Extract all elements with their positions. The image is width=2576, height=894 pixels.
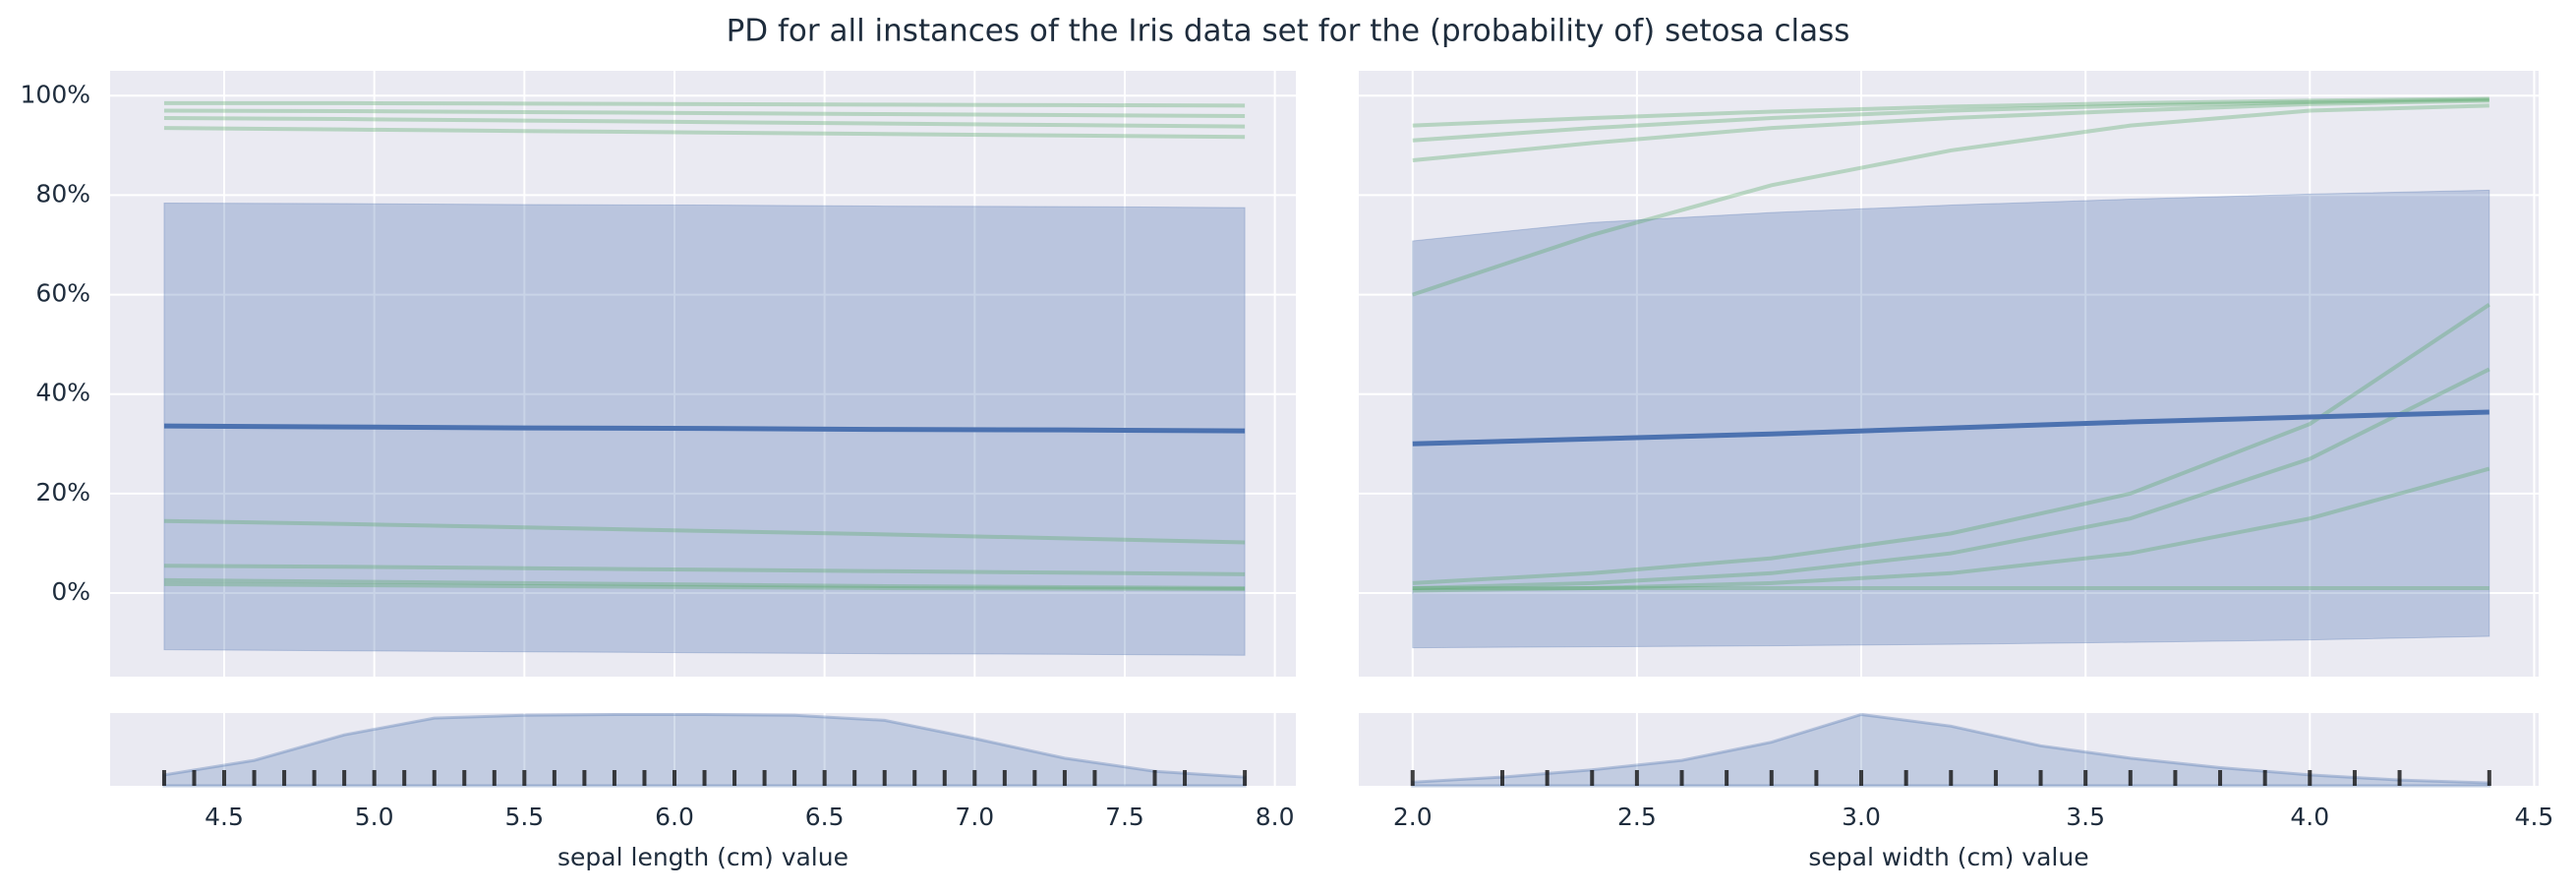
- y-tick-label: 40%: [35, 379, 90, 407]
- density-area: [162, 712, 1247, 788]
- x-tick-label: 6.0: [655, 803, 694, 831]
- x-tick-label: 2.0: [1393, 803, 1433, 831]
- ice-line: [163, 116, 1246, 129]
- ice-line: [1412, 97, 2489, 143]
- y-tick-label: 20%: [35, 478, 90, 507]
- mean-line: [1412, 409, 2489, 447]
- x-tick-label: 4.0: [2290, 803, 2329, 831]
- mean-line: [163, 423, 1246, 434]
- x-tick-label: 3.0: [1842, 803, 1881, 831]
- x-tick-label: 5.5: [504, 803, 544, 831]
- x-tick-label: 4.5: [2515, 803, 2554, 831]
- x-tick-label: 7.5: [1105, 803, 1144, 831]
- x-tick-label: 4.5: [205, 803, 244, 831]
- ice-line: [163, 518, 1246, 545]
- plot-area: [1359, 71, 2539, 677]
- x-axis-label: sepal width (cm) value: [1808, 843, 2088, 871]
- ice-line: [1412, 466, 2490, 593]
- y-tick-label: 0%: [51, 577, 90, 606]
- plot-area: [110, 71, 1296, 677]
- y-tick-label: 100%: [21, 80, 90, 108]
- ice-line: [1412, 96, 2489, 128]
- figure-title: PD for all instances of the Iris data se…: [727, 14, 1850, 49]
- ice-line: [163, 108, 1246, 119]
- ice-line: [1412, 367, 2490, 590]
- x-tick-label: 3.5: [2066, 803, 2105, 831]
- y-tick-label: 60%: [35, 279, 90, 308]
- x-tick-label: 2.5: [1617, 803, 1657, 831]
- ice-line: [163, 564, 1246, 576]
- ice-line: [1412, 103, 2489, 297]
- ice-line: [1412, 98, 2489, 163]
- x-tick-label: 5.0: [355, 803, 394, 831]
- confidence-band: [1412, 189, 2490, 649]
- x-tick-label: 6.5: [805, 803, 845, 831]
- x-tick-label: 7.0: [955, 803, 994, 831]
- ice-line: [163, 581, 1246, 591]
- ice-line: [163, 100, 1246, 108]
- y-tick-label: 80%: [35, 179, 90, 208]
- ice-line: [1412, 303, 2490, 585]
- x-axis-label: sepal length (cm) value: [557, 843, 849, 871]
- plot-area: [1359, 713, 2539, 786]
- ice-line: [163, 577, 1246, 590]
- x-tick-label: 8.0: [1256, 803, 1295, 831]
- ice-line: [163, 126, 1246, 140]
